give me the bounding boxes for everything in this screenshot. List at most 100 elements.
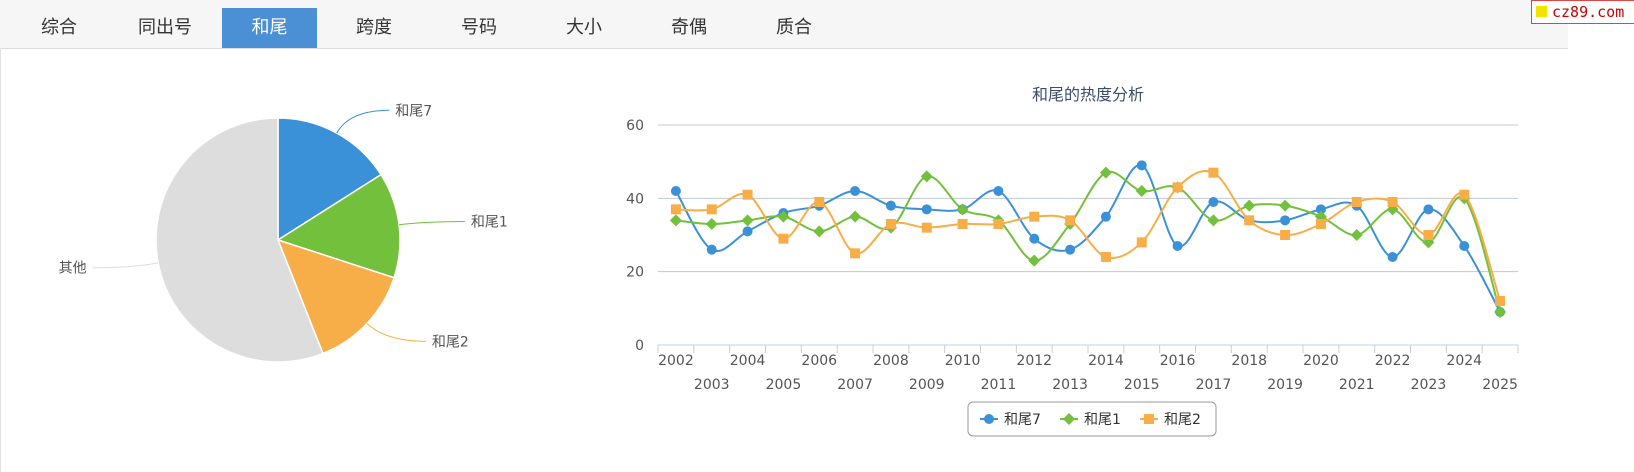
point-s2-19[interactable] [1351, 197, 1362, 207]
point-s2-0[interactable] [670, 204, 681, 215]
point-s0-14[interactable] [1172, 241, 1183, 251]
point-s1-23[interactable] [1494, 306, 1507, 318]
point-s2-18[interactable] [1315, 219, 1326, 229]
point-s0-10[interactable] [1029, 233, 1040, 244]
point-s2-3[interactable] [778, 233, 789, 244]
point-s0-22[interactable] [1459, 241, 1470, 251]
point-s2-13[interactable] [1136, 237, 1147, 248]
point-s0-15[interactable] [1208, 197, 1219, 207]
point-s1-0[interactable] [669, 214, 682, 227]
tab-7[interactable]: 质合 [776, 17, 812, 38]
tab-5[interactable]: 大小 [566, 17, 602, 38]
tab-2[interactable]: 和尾 [222, 8, 317, 48]
point-s1-16[interactable] [1243, 199, 1256, 212]
point-s1-4[interactable] [813, 225, 826, 238]
y-tick-label-1: 20 [626, 265, 644, 281]
point-s0-6[interactable] [885, 200, 896, 211]
point-s2-8[interactable] [957, 219, 968, 229]
point-s1-12[interactable] [1099, 166, 1112, 179]
line-chart: 和尾的热度分析020406020022003200420052006200720… [626, 85, 1519, 437]
point-s2-6[interactable] [885, 219, 896, 229]
legend-item-1[interactable]: 和尾1 [1084, 412, 1121, 428]
point-s0-17[interactable] [1280, 215, 1291, 226]
point-s2-21[interactable] [1423, 230, 1434, 240]
point-s2-4[interactable] [814, 197, 825, 207]
point-s0-21[interactable] [1423, 204, 1434, 215]
pie-connector-2 [366, 323, 426, 342]
point-s0-12[interactable] [1100, 211, 1111, 222]
point-s1-19[interactable] [1350, 229, 1363, 241]
legend-marker-1[interactable] [1063, 413, 1075, 425]
point-s1-7[interactable] [920, 170, 933, 183]
pie-slice-3[interactable] [155, 117, 324, 363]
x-tick-label-19: 2021 [1339, 377, 1375, 393]
point-s1-17[interactable] [1279, 199, 1292, 212]
point-s1-5[interactable] [849, 210, 862, 223]
point-s2-11[interactable] [1065, 215, 1076, 226]
y-tick-label-3: 60 [626, 118, 644, 134]
tab-0[interactable]: 综合 [41, 17, 77, 38]
point-s1-10[interactable] [1028, 254, 1041, 267]
x-tick-label-21: 2023 [1411, 377, 1447, 393]
point-s0-18[interactable] [1315, 204, 1326, 215]
tab-bar: 综合 同出号 和尾 跨度 号码 大小 奇偶 质合 [0, 0, 1568, 49]
tab-4[interactable]: 号码 [461, 17, 497, 38]
point-s2-10[interactable] [1029, 211, 1040, 222]
tab-1[interactable]: 同出号 [138, 17, 192, 38]
x-tick-label-5: 2007 [837, 377, 873, 393]
pie-label-2: 和尾2 [432, 334, 469, 350]
point-s2-1[interactable] [706, 204, 717, 215]
legend-item-2[interactable]: 和尾2 [1164, 412, 1201, 428]
point-s2-22[interactable] [1459, 189, 1470, 200]
x-tick-label-7: 2009 [909, 377, 945, 393]
legend-marker-2[interactable] [1144, 414, 1154, 424]
point-s2-2[interactable] [742, 189, 753, 200]
point-s0-9[interactable] [993, 186, 1004, 196]
point-s2-7[interactable] [921, 222, 932, 233]
point-s0-11[interactable] [1065, 244, 1076, 255]
point-s1-15[interactable] [1207, 214, 1220, 227]
pie-connector-0 [336, 109, 390, 134]
point-s1-2[interactable] [741, 214, 754, 227]
point-s0-5[interactable] [850, 186, 861, 196]
point-s1-3[interactable] [777, 210, 790, 223]
x-tick-label-0: 2002 [658, 353, 694, 369]
legend-marker-0[interactable] [984, 414, 994, 424]
x-tick-label-9: 2011 [981, 377, 1017, 393]
point-s0-7[interactable] [921, 204, 932, 215]
pie-chart: 和尾7 和尾1 和尾2 其他 [59, 103, 508, 363]
tab-6[interactable]: 奇偶 [671, 17, 707, 38]
point-s2-9[interactable] [993, 219, 1004, 229]
point-s1-1[interactable] [705, 218, 718, 230]
point-s0-20[interactable] [1387, 252, 1398, 262]
brand-badge[interactable]: cz89.com [1531, 0, 1634, 24]
point-s0-1[interactable] [706, 244, 717, 255]
x-tick-label-22: 2024 [1446, 353, 1482, 369]
point-s0-0[interactable] [670, 186, 681, 196]
x-tick-label-23: 2025 [1482, 377, 1518, 393]
point-s2-23[interactable] [1495, 296, 1506, 306]
pie-connector-1 [398, 220, 465, 226]
pie-label-3: 其他 [59, 261, 87, 277]
legend-item-0[interactable]: 和尾7 [1004, 412, 1041, 428]
x-tick-label-20: 2022 [1375, 353, 1411, 369]
point-s0-13[interactable] [1136, 160, 1147, 171]
x-tick-label-2: 2004 [730, 353, 766, 369]
chart-panel [0, 48, 1634, 472]
x-tick-label-8: 2010 [945, 353, 981, 369]
point-s2-15[interactable] [1208, 167, 1219, 178]
tab-3[interactable]: 跨度 [356, 17, 392, 38]
x-tick-label-3: 2005 [766, 377, 802, 393]
x-tick-label-1: 2003 [694, 377, 730, 393]
point-s1-13[interactable] [1135, 185, 1148, 197]
brand-text: cz89.com [1552, 3, 1625, 21]
point-s2-16[interactable] [1244, 215, 1255, 226]
point-s0-2[interactable] [742, 226, 753, 237]
point-s2-12[interactable] [1100, 252, 1111, 262]
x-tick-label-6: 2008 [873, 353, 909, 369]
point-s2-20[interactable] [1387, 197, 1398, 207]
point-s2-17[interactable] [1280, 230, 1291, 240]
point-s1-8[interactable] [956, 203, 969, 216]
point-s2-14[interactable] [1172, 182, 1183, 193]
point-s2-5[interactable] [850, 248, 861, 259]
